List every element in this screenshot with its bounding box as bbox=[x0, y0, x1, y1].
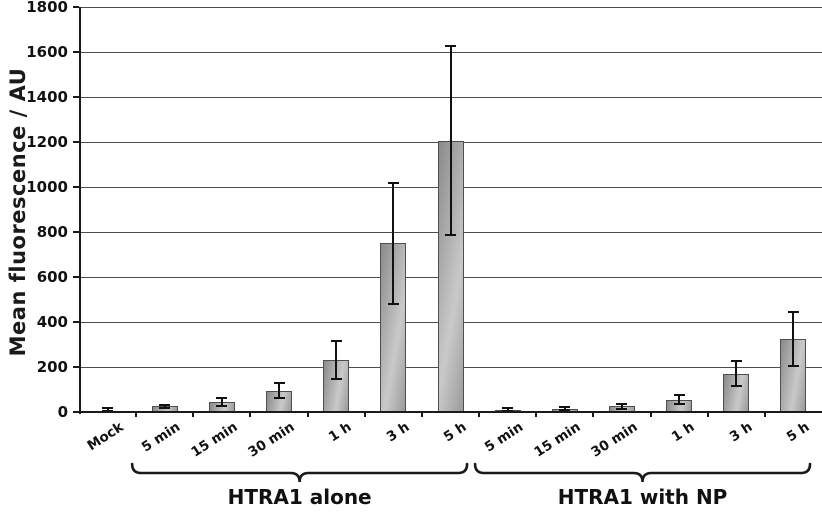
error-bar bbox=[392, 182, 395, 304]
x-tick-mark bbox=[649, 412, 652, 417]
error-bar bbox=[220, 397, 223, 406]
error-bar-cap-bottom bbox=[673, 403, 685, 406]
error-bar bbox=[563, 407, 566, 410]
error-bar bbox=[735, 361, 738, 387]
x-tick-label: 30 min bbox=[245, 419, 298, 461]
y-tick-label: 1000 bbox=[26, 178, 68, 196]
y-tick-mark bbox=[73, 366, 79, 368]
x-tick-label: 5 h bbox=[783, 419, 813, 446]
y-tick-mark bbox=[73, 51, 79, 53]
y-tick-mark bbox=[73, 276, 79, 278]
x-tick-mark bbox=[706, 412, 709, 417]
error-bar bbox=[335, 341, 338, 380]
x-tick-mark bbox=[763, 412, 766, 417]
error-bar-cap-bottom bbox=[787, 364, 799, 367]
x-tick-label: 3 h bbox=[383, 419, 413, 446]
x-tick-mark bbox=[363, 412, 366, 417]
y-tick-mark bbox=[73, 411, 79, 413]
x-tick-mark bbox=[249, 412, 252, 417]
error-bar bbox=[278, 383, 281, 398]
y-tick-mark bbox=[73, 321, 79, 323]
y-tick-mark bbox=[73, 186, 79, 188]
error-bar bbox=[163, 404, 166, 409]
brace bbox=[473, 462, 812, 483]
y-tick-label: 400 bbox=[36, 313, 68, 331]
error-bar-cap-top bbox=[330, 340, 342, 343]
error-bar-cap-top bbox=[559, 406, 571, 409]
error-bar-cap-bottom bbox=[387, 303, 399, 305]
error-bar-cap-bottom bbox=[616, 408, 628, 411]
error-bar-cap-top bbox=[673, 394, 685, 397]
group-label: HTRA1 with NP bbox=[557, 485, 728, 509]
x-tick-mark bbox=[306, 412, 309, 417]
error-bar-cap-top bbox=[787, 310, 799, 313]
x-tick-mark bbox=[192, 412, 195, 417]
error-bar bbox=[620, 403, 623, 410]
y-tick-label: 1800 bbox=[26, 0, 68, 16]
x-tick-mark bbox=[592, 412, 595, 417]
y-tick-label: 800 bbox=[36, 223, 68, 241]
error-bar-cap-top bbox=[102, 407, 114, 410]
error-bar-cap-top bbox=[730, 360, 742, 363]
group-label: HTRA1 alone bbox=[227, 485, 372, 509]
error-bar-cap-top bbox=[387, 181, 399, 184]
x-tick-mark bbox=[478, 412, 481, 417]
error-bar bbox=[678, 395, 681, 405]
gridline bbox=[80, 6, 822, 8]
error-bar-cap-top bbox=[159, 403, 171, 406]
y-tick-label: 1400 bbox=[26, 88, 68, 106]
error-bar-cap-bottom bbox=[273, 396, 285, 399]
error-bar-cap-bottom bbox=[730, 385, 742, 388]
x-tick-label: 3 h bbox=[726, 419, 755, 446]
error-bar-cap-top bbox=[502, 406, 514, 409]
error-bar-cap-bottom bbox=[330, 378, 342, 381]
error-bar bbox=[106, 408, 109, 411]
x-tick-label: 15 min bbox=[188, 419, 241, 461]
error-bar-cap-top bbox=[616, 402, 628, 405]
y-tick-mark bbox=[73, 96, 79, 98]
y-tick-mark bbox=[73, 231, 79, 233]
error-bar bbox=[506, 407, 509, 411]
error-bar-cap-top bbox=[273, 382, 285, 385]
y-tick-label: 1200 bbox=[26, 133, 68, 151]
y-tick-label: 0 bbox=[57, 403, 68, 421]
y-tick-label: 200 bbox=[36, 358, 68, 376]
error-bar-cap-top bbox=[445, 45, 456, 48]
x-tick-label: 1 h bbox=[669, 419, 698, 446]
y-tick-label: 600 bbox=[36, 268, 68, 286]
error-bar-cap-top bbox=[216, 396, 228, 399]
error-bar-cap-bottom bbox=[159, 407, 171, 410]
x-tick-label: 15 min bbox=[531, 419, 584, 461]
error-bar-cap-bottom bbox=[216, 404, 228, 407]
x-tick-label: 5 min bbox=[482, 419, 527, 456]
y-tick-label: 1600 bbox=[26, 43, 68, 61]
x-tick-label: 1 h bbox=[326, 419, 355, 446]
error-bar bbox=[792, 311, 795, 366]
y-axis-title: Mean fluorescence / AU bbox=[6, 67, 30, 357]
y-tick-mark bbox=[73, 141, 79, 143]
error-bar-cap-bottom bbox=[445, 234, 456, 237]
x-tick-label: Mock bbox=[84, 419, 127, 455]
x-tick-mark bbox=[535, 412, 538, 417]
x-tick-mark bbox=[135, 412, 138, 417]
x-tick-label: 5 h bbox=[440, 419, 470, 446]
x-tick-label: 5 min bbox=[139, 419, 184, 456]
brace bbox=[130, 462, 469, 483]
x-tick-mark bbox=[420, 412, 423, 417]
x-tick-label: 30 min bbox=[588, 419, 641, 461]
x-axis-line bbox=[79, 411, 822, 413]
y-tick-mark bbox=[73, 6, 79, 8]
y-axis-line bbox=[79, 7, 81, 414]
error-bar-cap-bottom bbox=[559, 408, 571, 411]
error-bar bbox=[449, 46, 452, 236]
